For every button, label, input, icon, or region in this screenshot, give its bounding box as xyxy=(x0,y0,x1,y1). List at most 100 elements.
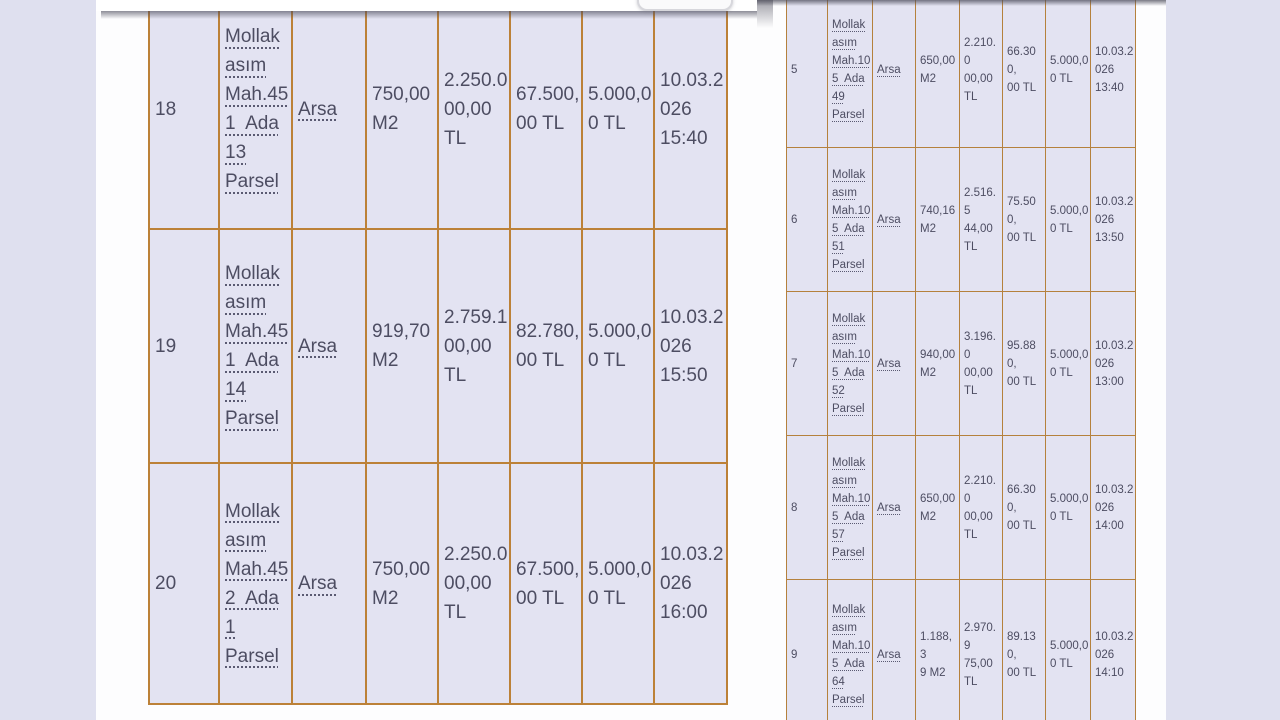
row-number: 9 xyxy=(791,648,798,661)
area-value: 919,70 M2 xyxy=(372,321,431,371)
cell-location: Mollak asım Mah.10 5 Ada 49 Parsel xyxy=(828,0,873,147)
cell-deposit: 66.300, 00 TL xyxy=(1003,436,1046,579)
cell-price: 2.970.9 75,00 TL xyxy=(960,580,1003,720)
page-top-edge-shadow xyxy=(757,0,1166,6)
cell-fee: 5.000,0 0 TL xyxy=(583,0,655,228)
location-link[interactable]: Mollak asım Mah.10 5 Ada 64 Parsel xyxy=(832,603,871,706)
table-row: 6 Mollak asım Mah.10 5 Ada 51 Parsel Ars… xyxy=(787,147,1135,291)
cell-deposit: 95.880, 00 TL xyxy=(1003,292,1046,435)
price-value: 2.970.9 75,00 TL xyxy=(964,621,996,688)
deposit-value: 67.500, 00 TL xyxy=(516,84,580,134)
type-link[interactable]: Arsa xyxy=(877,63,901,76)
cell-row-number: 6 xyxy=(787,148,828,291)
area-value: 1.188,3 9 M2 xyxy=(920,630,952,679)
cell-price: 2.759.1 00,00 TL xyxy=(439,230,511,462)
cell-datetime: 10.03.2 026 16:00 xyxy=(655,464,726,703)
fee-value: 5.000,0 0 TL xyxy=(588,321,652,371)
price-value: 2.210.0 00,00 TL xyxy=(964,36,996,103)
cell-area: 650,00 M2 xyxy=(916,436,960,579)
row-number: 8 xyxy=(791,501,798,514)
cell-deposit: 89.130, 00 TL xyxy=(1003,580,1046,720)
datetime-value: 10.03.2 026 14:00 xyxy=(1095,483,1134,532)
location-link[interactable]: Mollak asım Mah.10 5 Ada 52 Parsel xyxy=(832,312,871,415)
cell-row-number: 18 xyxy=(150,0,220,228)
location-link[interactable]: Mollak asım Mah.10 5 Ada 49 Parsel xyxy=(832,18,871,121)
fee-value: 5.000,0 0 TL xyxy=(588,84,652,134)
auction-table-right: 5 Mollak asım Mah.10 5 Ada 49 Parsel Ars… xyxy=(786,0,1136,720)
type-link[interactable]: Arsa xyxy=(877,357,901,370)
type-link[interactable]: Arsa xyxy=(298,98,338,120)
area-value: 740,16 M2 xyxy=(920,204,956,235)
deposit-value: 66.300, 00 TL xyxy=(1007,45,1037,94)
row-number: 7 xyxy=(791,357,798,370)
datetime-value: 10.03.2 026 13:00 xyxy=(1095,339,1134,388)
area-value: 750,00 M2 xyxy=(372,558,431,609)
cell-type: Arsa xyxy=(293,230,367,462)
cell-deposit: 67.500, 00 TL xyxy=(511,0,583,228)
price-value: 2.516.5 44,00 TL xyxy=(964,186,996,253)
cell-fee: 5.000,0 0 TL xyxy=(1046,292,1091,435)
datetime-value: 10.03.2 026 13:40 xyxy=(1095,45,1134,94)
fee-value: 5.000,0 0 TL xyxy=(1050,54,1089,85)
price-value: 3.196.0 00,00 TL xyxy=(964,330,996,397)
deposit-value: 82.780, 00 TL xyxy=(516,321,580,371)
cell-price: 2.250.0 00,00 TL xyxy=(439,0,511,228)
cell-area: 650,00 M2 xyxy=(916,0,960,147)
location-link[interactable]: Mollak asım Mah.10 5 Ada 51 Parsel xyxy=(832,168,871,271)
location-link[interactable]: Mollak asım Mah.45 2 Ada 1 Parsel xyxy=(225,500,289,667)
cell-location: Mollak asım Mah.10 5 Ada 57 Parsel xyxy=(828,436,873,579)
document-page-left: 18 Mollak asım Mah.45 1 Ada 13 Parsel Ar… xyxy=(96,0,757,720)
cell-type: Arsa xyxy=(873,436,916,579)
cell-area: 940,00 M2 xyxy=(916,292,960,435)
type-link[interactable]: Arsa xyxy=(877,648,901,661)
auction-table-left: 18 Mollak asım Mah.45 1 Ada 13 Parsel Ar… xyxy=(148,0,728,705)
cell-location: Mollak asım Mah.45 1 Ada 14 Parsel xyxy=(220,230,293,462)
type-link[interactable]: Arsa xyxy=(298,573,338,594)
cell-location: Mollak asım Mah.10 5 Ada 52 Parsel xyxy=(828,292,873,435)
cell-location: Mollak asım Mah.45 2 Ada 1 Parsel xyxy=(220,464,293,703)
area-value: 940,00 M2 xyxy=(920,348,956,379)
cell-row-number: 8 xyxy=(787,436,828,579)
cell-row-number: 19 xyxy=(150,230,220,462)
cell-datetime: 10.03.2 026 14:10 xyxy=(1091,580,1135,720)
cell-area: 740,16 M2 xyxy=(916,148,960,291)
cell-price: 2.210.0 00,00 TL xyxy=(960,436,1003,579)
cell-datetime: 10.03.2 026 13:00 xyxy=(1091,292,1135,435)
cell-deposit: 82.780, 00 TL xyxy=(511,230,583,462)
table-row: 7 Mollak asım Mah.10 5 Ada 52 Parsel Ars… xyxy=(787,291,1135,435)
price-value: 2.210.0 00,00 TL xyxy=(964,474,996,541)
toolbar-button[interactable] xyxy=(637,0,733,11)
location-link[interactable]: Mollak asım Mah.10 5 Ada 57 Parsel xyxy=(832,456,871,559)
cell-area: 919,70 M2 xyxy=(367,230,439,462)
row-number: 20 xyxy=(155,573,177,594)
cell-area: 750,00 M2 xyxy=(367,0,439,228)
cell-row-number: 7 xyxy=(787,292,828,435)
deposit-value: 67.500, 00 TL xyxy=(516,558,580,609)
cell-price: 3.196.0 00,00 TL xyxy=(960,292,1003,435)
cell-fee: 5.000,0 0 TL xyxy=(1046,580,1091,720)
table-row: 9 Mollak asım Mah.10 5 Ada 64 Parsel Ars… xyxy=(787,579,1135,720)
fee-value: 5.000,0 0 TL xyxy=(1050,348,1089,379)
fee-value: 5.000,0 0 TL xyxy=(588,558,652,609)
type-link[interactable]: Arsa xyxy=(298,335,338,357)
datetime-value: 10.03.2 026 13:50 xyxy=(1095,195,1134,244)
cell-fee: 5.000,0 0 TL xyxy=(583,230,655,462)
cell-type: Arsa xyxy=(873,292,916,435)
location-link[interactable]: Mollak asım Mah.45 1 Ada 14 Parsel xyxy=(225,263,289,429)
cell-area: 1.188,3 9 M2 xyxy=(916,580,960,720)
type-link[interactable]: Arsa xyxy=(877,213,901,226)
deposit-value: 89.130, 00 TL xyxy=(1007,630,1037,679)
cell-fee: 5.000,0 0 TL xyxy=(1046,436,1091,579)
cell-datetime: 10.03.2 026 15:50 xyxy=(655,230,726,462)
cell-type: Arsa xyxy=(873,0,916,147)
fee-value: 5.000,0 0 TL xyxy=(1050,204,1089,235)
cell-price: 2.250.0 00,00 TL xyxy=(439,464,511,703)
fee-value: 5.000,0 0 TL xyxy=(1050,639,1089,670)
table-row: 5 Mollak asım Mah.10 5 Ada 49 Parsel Ars… xyxy=(787,0,1135,147)
cell-datetime: 10.03.2 026 13:50 xyxy=(1091,148,1135,291)
location-link[interactable]: Mollak asım Mah.45 1 Ada 13 Parsel xyxy=(225,26,289,192)
type-link[interactable]: Arsa xyxy=(877,501,901,514)
row-number: 5 xyxy=(791,63,798,76)
cell-type: Arsa xyxy=(873,148,916,291)
table-row: 20 Mollak asım Mah.45 2 Ada 1 Parsel Ars… xyxy=(150,462,726,703)
